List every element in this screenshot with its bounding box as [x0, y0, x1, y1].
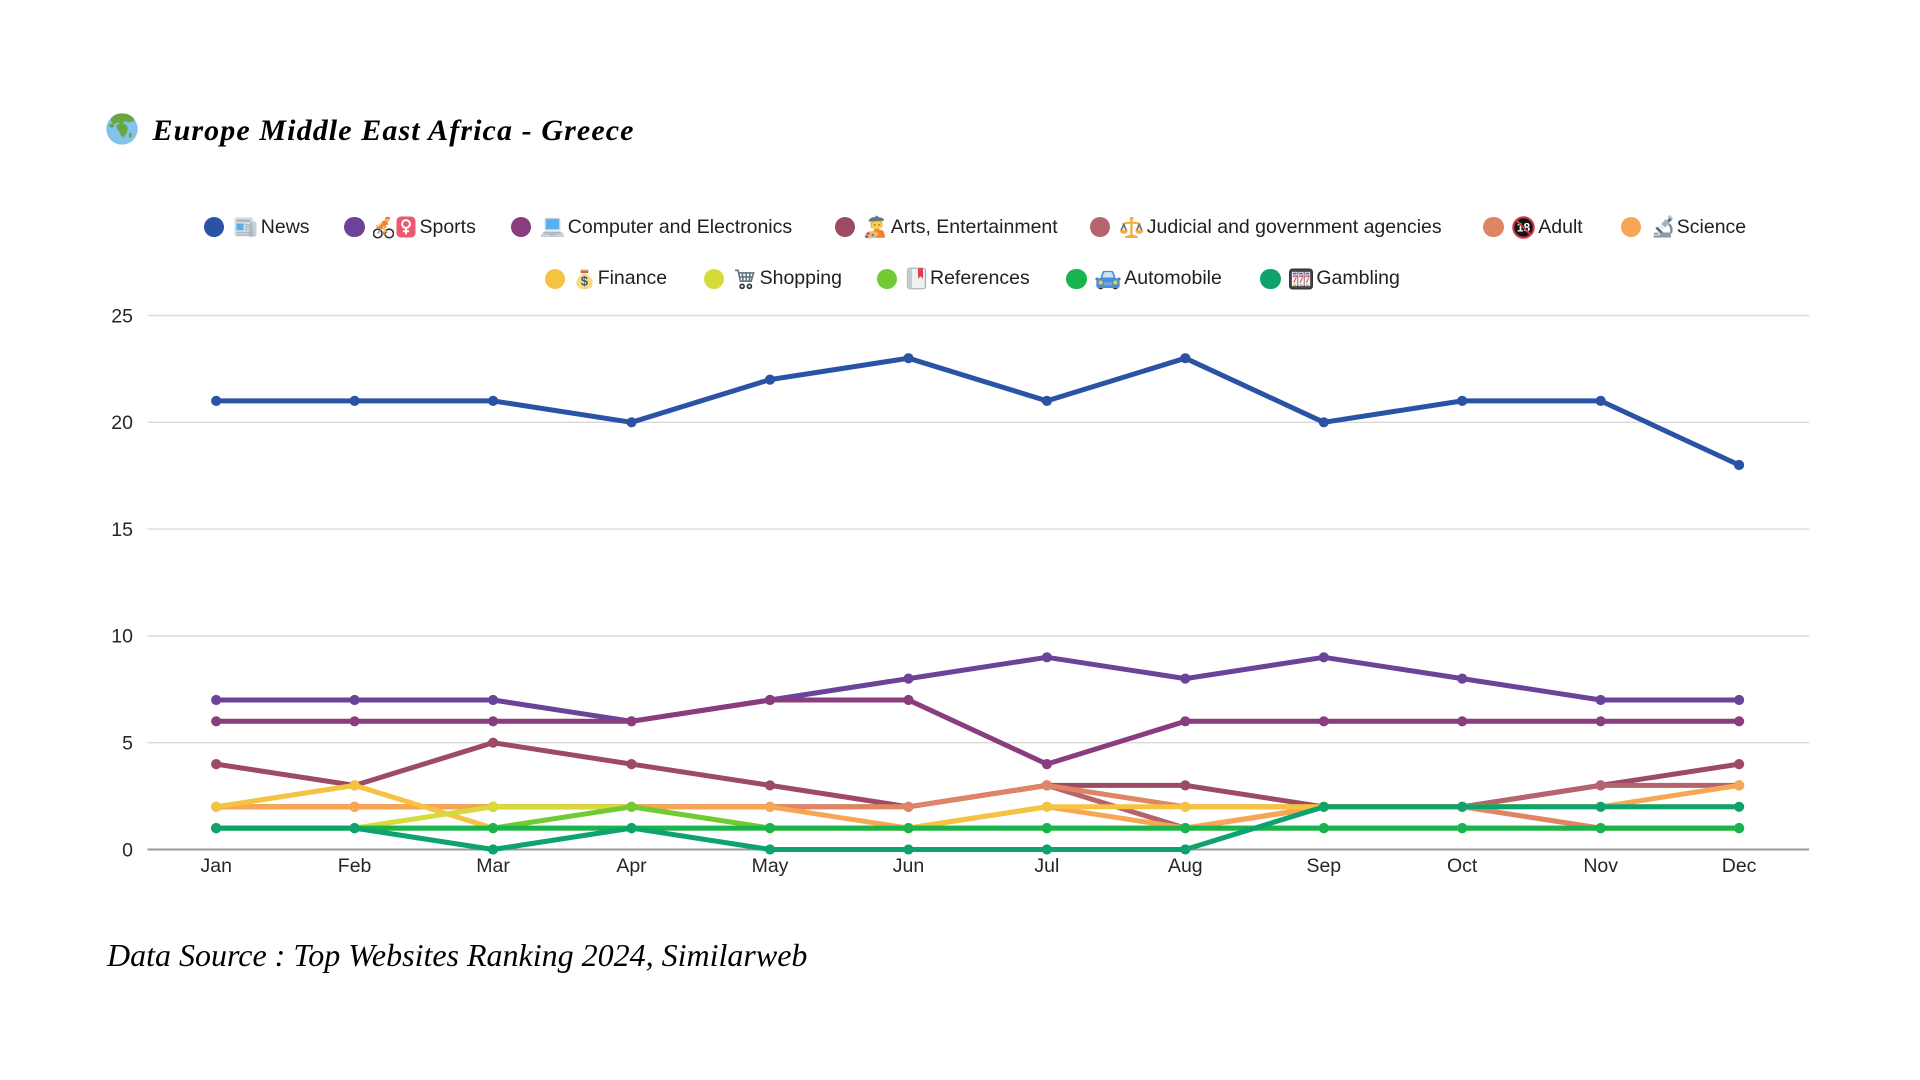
- svg-text:10: 10: [111, 626, 133, 648]
- svg-text:$: $: [581, 274, 588, 289]
- svg-text:25: 25: [111, 305, 133, 327]
- svg-text:Jan: Jan: [200, 855, 231, 877]
- svg-text:Apr: Apr: [616, 855, 647, 877]
- svg-text:Dec: Dec: [1722, 855, 1757, 877]
- svg-text:Jun: Jun: [893, 855, 924, 877]
- svg-text:20: 20: [111, 412, 133, 434]
- svg-text:15: 15: [111, 519, 133, 541]
- svg-text:5: 5: [122, 733, 133, 755]
- svg-text:Sep: Sep: [1306, 855, 1341, 877]
- svg-text:Oct: Oct: [1447, 855, 1478, 877]
- svg-text:Jul: Jul: [1034, 855, 1059, 877]
- svg-text:0: 0: [122, 839, 133, 861]
- svg-text:7: 7: [1305, 274, 1310, 285]
- svg-text:7: 7: [1293, 274, 1298, 285]
- svg-text:7: 7: [1299, 274, 1304, 285]
- svg-text:Feb: Feb: [338, 855, 372, 877]
- svg-text:May: May: [752, 855, 789, 877]
- svg-text:Aug: Aug: [1168, 855, 1203, 877]
- svg-text:Nov: Nov: [1583, 855, 1618, 877]
- svg-text:Mar: Mar: [476, 855, 510, 877]
